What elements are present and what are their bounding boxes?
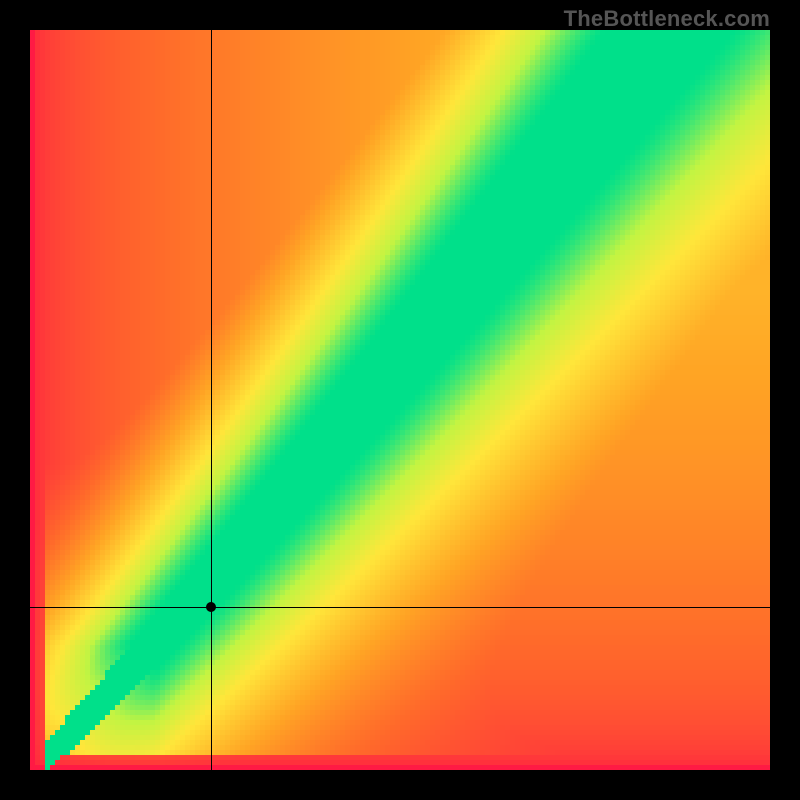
plot-area bbox=[30, 30, 770, 770]
chart-container: TheBottleneck.com bbox=[0, 0, 800, 800]
crosshair-horizontal bbox=[30, 607, 770, 608]
selection-marker bbox=[206, 602, 216, 612]
bottleneck-heatmap bbox=[30, 30, 770, 770]
watermark-text: TheBottleneck.com bbox=[564, 6, 770, 32]
crosshair-vertical bbox=[211, 30, 212, 770]
